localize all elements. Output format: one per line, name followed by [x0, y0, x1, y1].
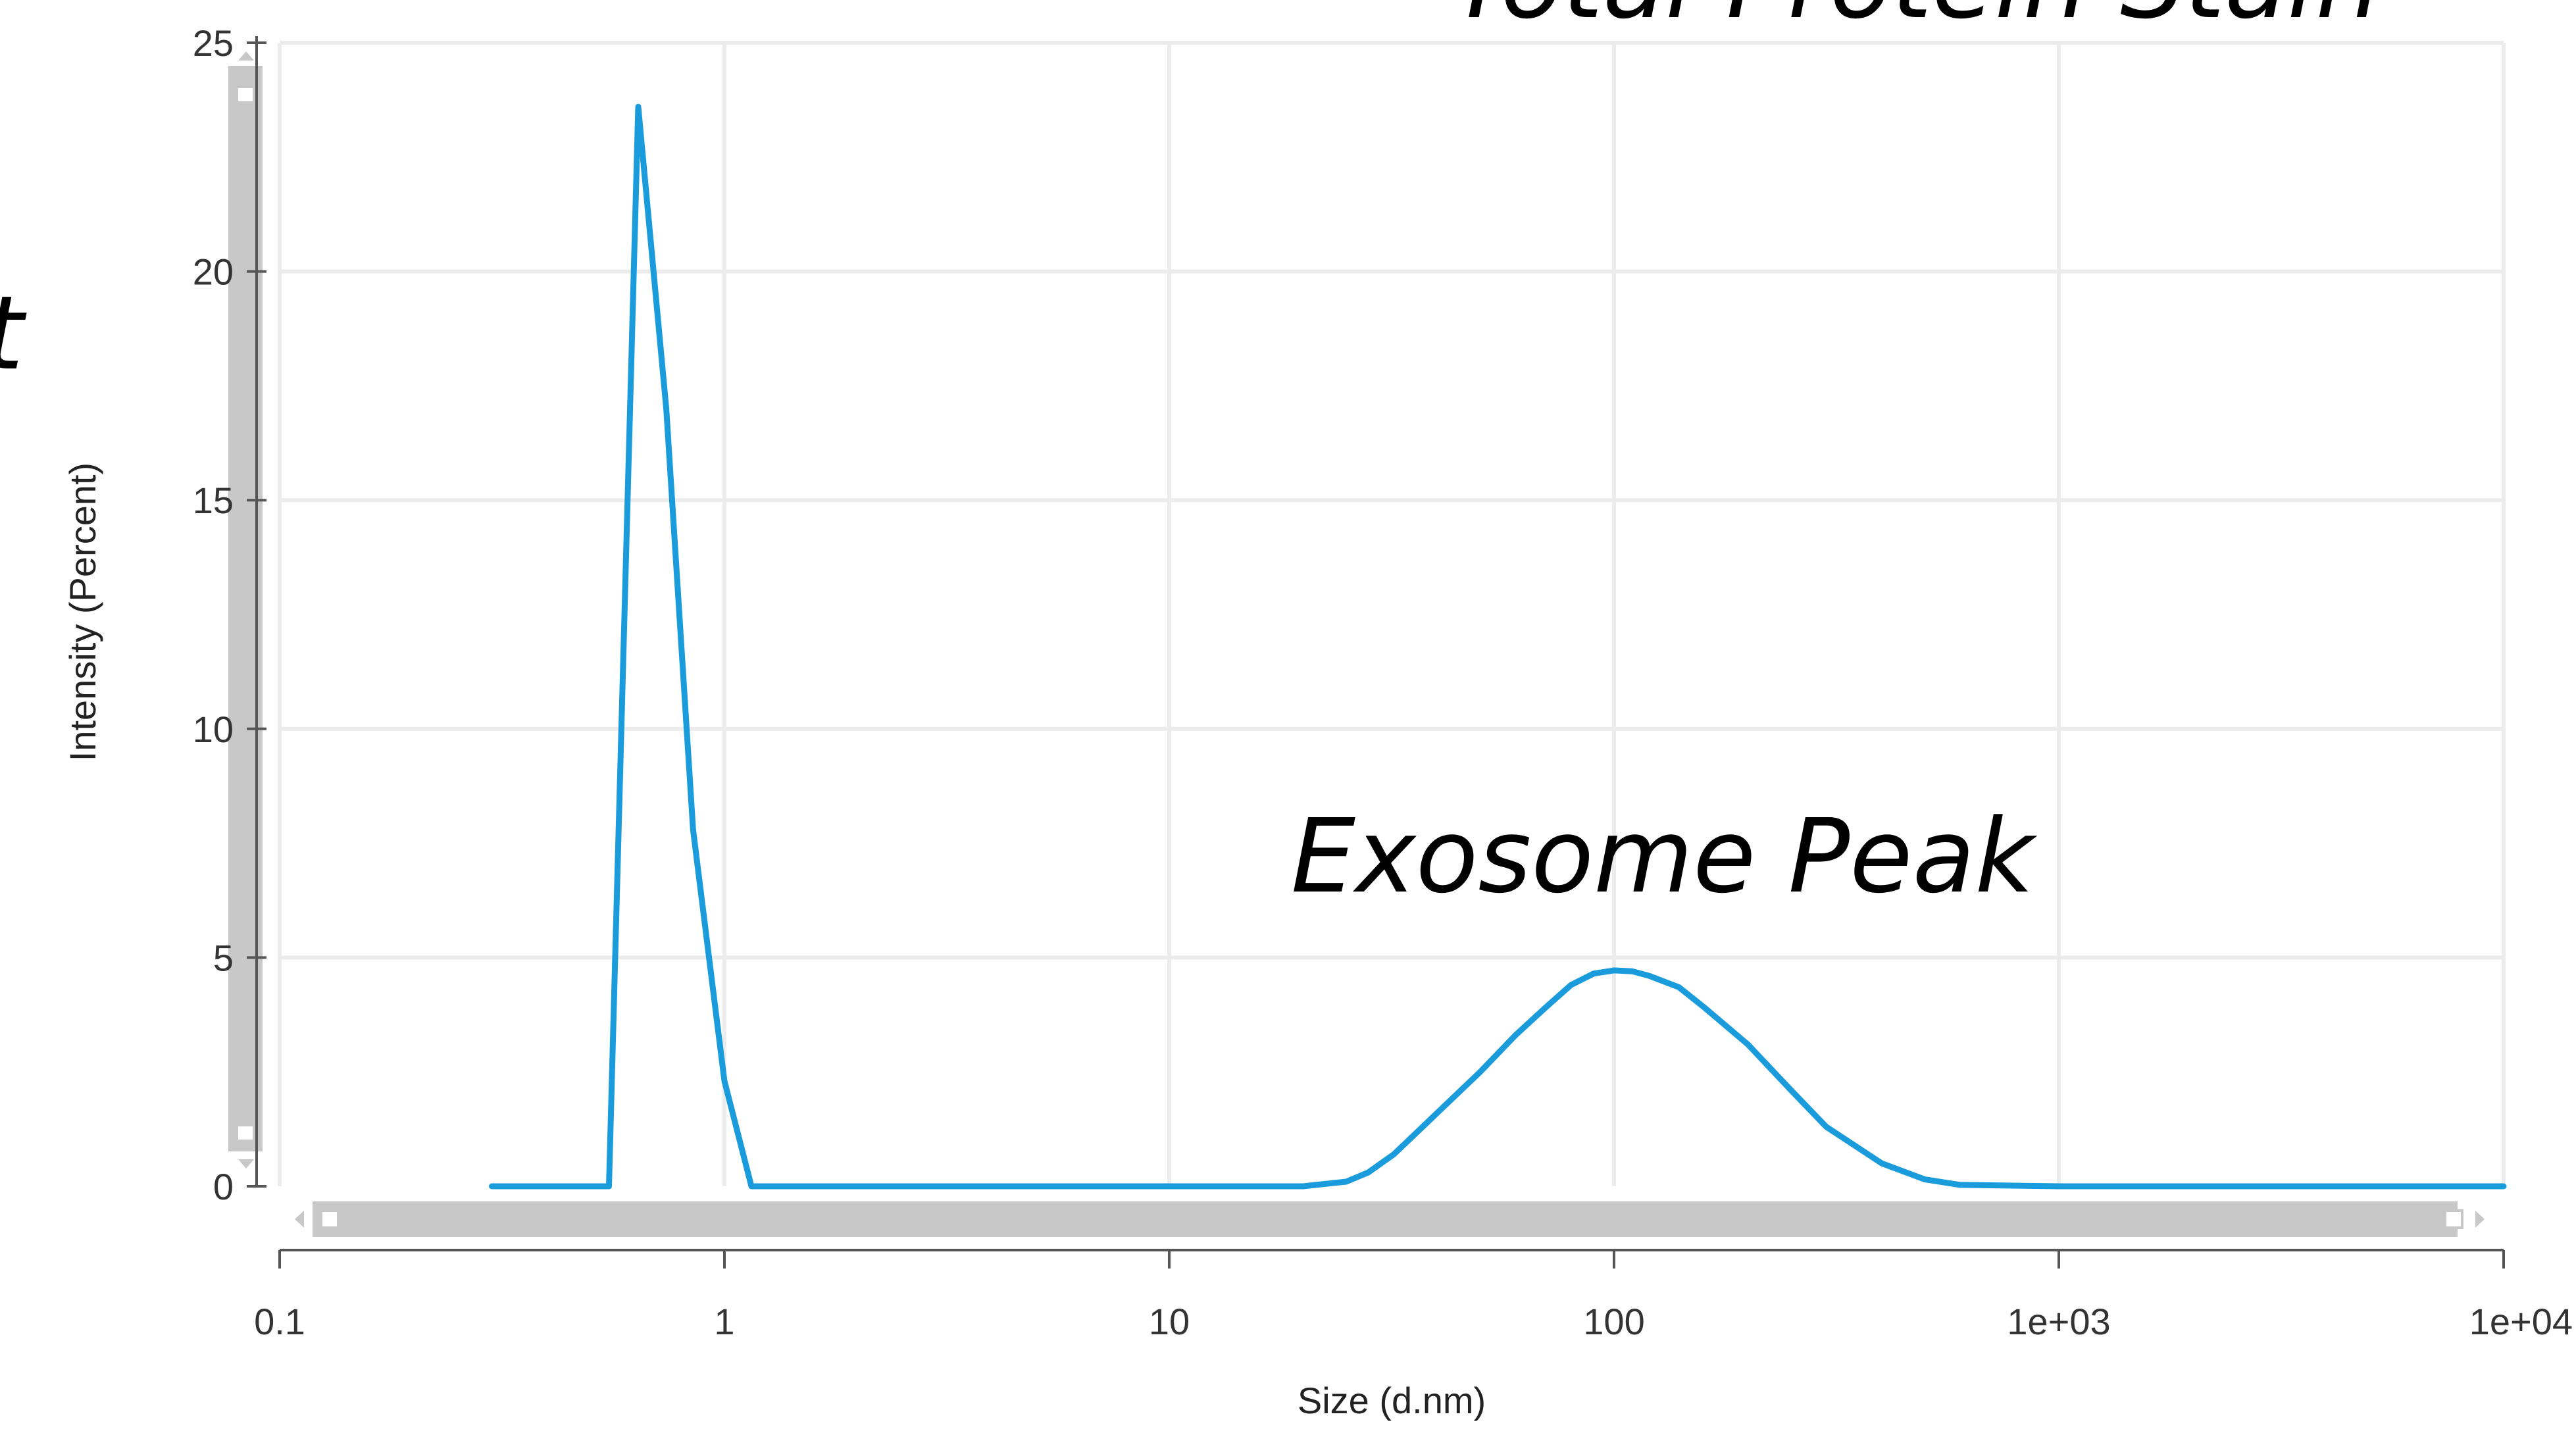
axes [247, 36, 2505, 1269]
annotation-exosome-peak: Exosome Peak [1291, 797, 2038, 916]
grid [278, 41, 2506, 1186]
x-tick-label: 10 [1149, 1301, 1190, 1342]
y-tick-label: 15 [193, 480, 234, 521]
y-axis-title: Intensity (Percent) [62, 463, 103, 761]
scroll-right-arrow-icon[interactable] [2475, 1211, 2485, 1228]
y-tick-label: 25 [193, 22, 234, 64]
series-layer [489, 103, 2507, 1190]
horizontal-scrollbar-handle-left[interactable] [320, 1209, 340, 1229]
tick-labels: 0 5 10 15 20 25 0.1 1 10 100 1e+03 1e+04 [193, 22, 2573, 1342]
scroll-up-arrow-icon[interactable] [238, 51, 254, 61]
x-tick-label: 1e+03 [2007, 1301, 2110, 1342]
x-tick-label: 1 [714, 1301, 734, 1342]
x-axis-title: Size (d.nm) [1298, 1380, 1486, 1421]
scroll-down-arrow-icon[interactable] [238, 1159, 254, 1169]
y-tick-label: 10 [193, 709, 234, 750]
vertical-scrollbar-handle-top[interactable] [236, 86, 255, 104]
vertical-scrollbar-handle-bottom[interactable] [236, 1124, 255, 1142]
y-tick-label: 20 [193, 251, 234, 293]
scroll-left-arrow-icon[interactable] [295, 1211, 304, 1228]
y-tick-label: 5 [213, 937, 234, 978]
horizontal-scrollbar-handle-right[interactable] [2444, 1209, 2463, 1229]
x-tick-label: 100 [1583, 1301, 1644, 1342]
series-line [489, 103, 2507, 1190]
annotation-top-right-partial: Total Protein Stain [1451, 0, 2381, 41]
horizontal-scrollbar[interactable] [295, 1201, 2485, 1237]
annotation-left-partial: t [0, 274, 27, 393]
y-tick-label: 0 [213, 1166, 234, 1207]
x-tick-label: 1e+04 [2469, 1301, 2573, 1342]
horizontal-scrollbar-track[interactable] [313, 1201, 2458, 1237]
x-tick-label: 0.1 [254, 1301, 305, 1342]
